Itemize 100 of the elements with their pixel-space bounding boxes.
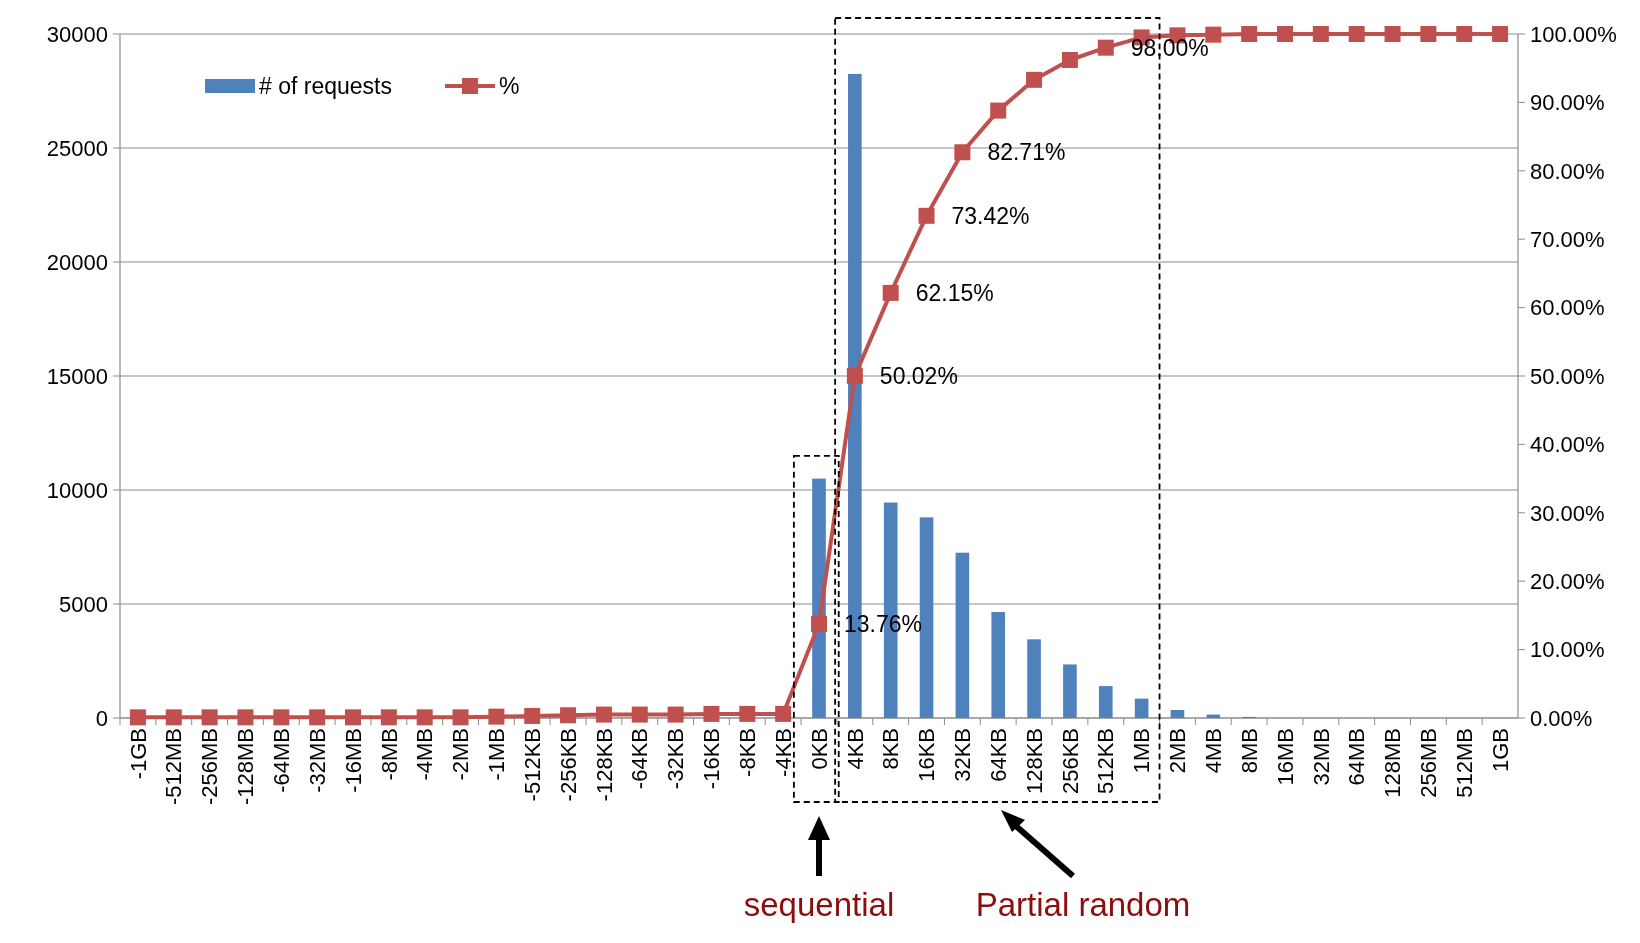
x-tick-label: -256KB [555,728,581,802]
point [631,706,648,723]
x-tick-label: -32MB [304,728,330,793]
point [990,102,1007,119]
point [1456,26,1473,42]
y2-tick-label: 20.00% [1530,568,1605,594]
x-tick-label: 16MB [1272,728,1298,786]
x-tick-label: -2MB [448,728,474,781]
point [488,708,505,725]
point [129,709,146,726]
x-tick-label: -4MB [412,728,438,781]
x-tick-label: 1MB [1129,728,1155,774]
x-tick-label: -16KB [699,728,725,790]
point [739,705,756,722]
x-tick-label: -128MB [233,728,259,806]
x-tick-label: -256MB [197,728,223,806]
point [452,709,469,726]
y2-tick-label: 70.00% [1530,226,1605,252]
y2-tick-label: 60.00% [1530,295,1605,321]
x-tick-label: 512KB [1093,728,1119,795]
x-tick-label: 16KB [914,728,940,782]
y-tick-label: 10000 [46,477,108,503]
y-tick-label: 20000 [46,249,108,275]
point [560,707,577,724]
bar [955,552,970,718]
x-tick-label: 8MB [1236,728,1262,774]
x-tick-label: 64KB [985,728,1011,782]
y2-tick-label: 90.00% [1530,90,1605,116]
x-tick-label: 2MB [1165,728,1191,774]
x-tick-label: 32KB [950,728,976,782]
point [1420,26,1437,42]
point [846,367,863,384]
point [524,707,541,724]
x-tick-label: 8KB [878,728,904,770]
point [201,709,218,726]
y-tick-label: 0 [95,705,108,731]
x-tick-label: 256MB [1416,728,1442,798]
text: sequential [743,886,895,923]
y2-tick-label: 30.00% [1530,500,1605,526]
point [1384,26,1401,42]
x-tick-label: 4KB [842,728,868,770]
x-tick-label: -1MB [484,728,510,781]
bar [1134,698,1149,718]
data-label: 98.00% [1130,34,1209,61]
point [416,709,433,726]
bar [1027,639,1041,718]
legend-label: % [499,73,520,100]
bar [991,611,1006,718]
point [165,709,182,726]
x-tick-label: -8KB [735,728,761,777]
x-tick-label: -512KB [519,728,545,802]
x-tick-label: -1GB [125,728,151,780]
x-tick-label: -512MB [161,728,187,806]
x-tick-label: -8MB [376,728,402,781]
x-tick-label: 4MB [1201,728,1227,774]
point [309,709,326,726]
bar [1098,686,1113,718]
y-tick-label: 30000 [46,21,108,47]
x-tick-label: -128KB [591,728,617,802]
x-tick-label: 512MB [1451,728,1477,798]
point [380,709,397,726]
point [667,706,684,723]
x-tick-label: 128KB [1021,728,1047,795]
point [703,705,720,722]
point [954,144,971,161]
bar [919,517,934,718]
y2-tick-label: 50.00% [1530,363,1605,389]
x-tick-label: -64MB [269,728,295,793]
y2-tick-label: 10.00% [1530,637,1605,663]
point [918,207,935,224]
point [1348,26,1365,42]
point [1097,39,1114,56]
y-tick-label: 25000 [46,135,108,161]
x-tick-label: 128MB [1380,728,1406,798]
point [775,705,792,722]
point [273,709,290,726]
point [237,709,254,726]
data-label: 73.42% [951,202,1030,229]
bar [1170,710,1185,718]
point [345,709,361,726]
point [1492,26,1509,42]
point [811,615,827,632]
bar [1063,664,1077,718]
x-tick-label: 256KB [1057,728,1083,795]
point [595,706,612,723]
x-tick-label: 1GB [1487,728,1513,773]
text: Partial random [975,886,1191,923]
data-label: 82.71% [987,139,1066,166]
point [882,284,899,301]
data-label: 50.02% [879,362,958,389]
x-tick-label: 32MB [1308,728,1334,786]
point [1061,51,1078,68]
x-tick-label: 0KB [806,728,832,770]
x-tick-label: -64KB [627,728,653,790]
x-tick-label: 64MB [1344,728,1370,786]
y2-tick-label: 80.00% [1530,158,1605,184]
point [1312,26,1329,42]
point [1241,26,1258,42]
x-tick-label: -32KB [663,728,689,790]
y2-tick-label: 100.00% [1530,21,1617,47]
